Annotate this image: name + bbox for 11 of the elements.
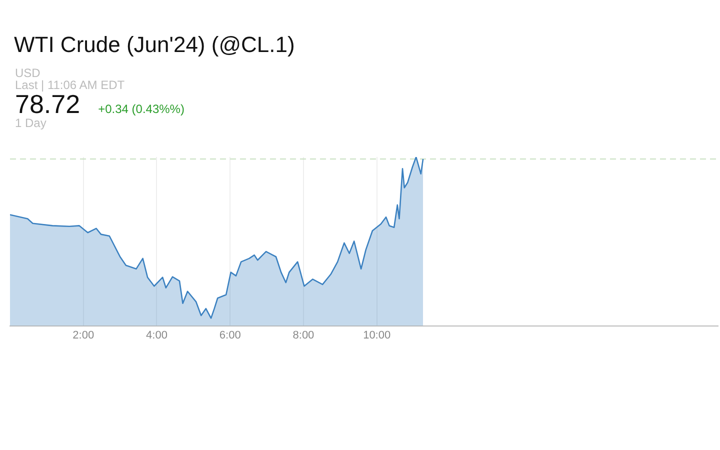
text: USD: [15, 66, 42, 80]
text: Last | 11:06 AM EDT: [15, 78, 126, 92]
text: 78.72: [15, 89, 80, 119]
x-tick-label: 4:00: [146, 329, 168, 342]
text: 1 Day: [15, 116, 48, 130]
chart-title: WTI Crude (Jun'24) (@CL.1): [14, 32, 295, 58]
x-tick-label: 10:00: [363, 329, 391, 342]
x-tick-label: 8:00: [292, 329, 314, 342]
x-tick-label: 6:00: [219, 329, 241, 342]
x-tick-label: 2:00: [72, 329, 94, 342]
text: +0.34 (0.43%%): [98, 102, 184, 116]
